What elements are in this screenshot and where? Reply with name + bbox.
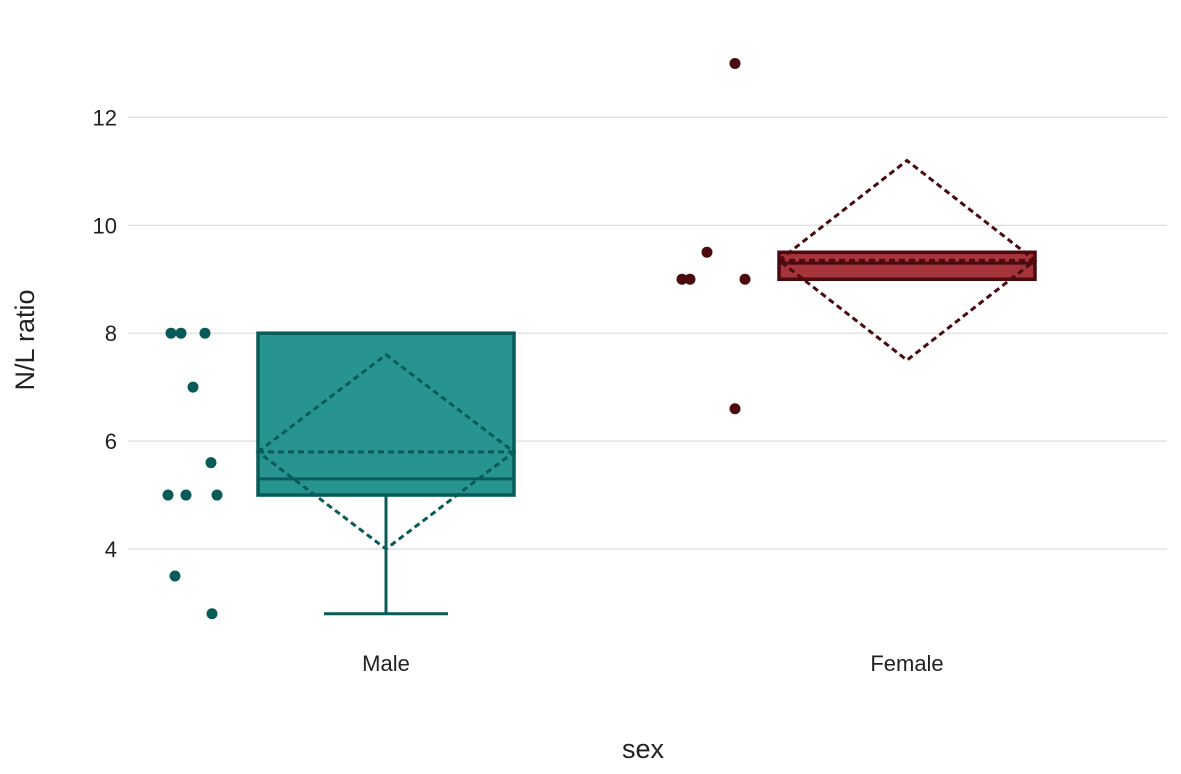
data-point-male-8 <box>169 570 181 582</box>
data-points <box>162 57 751 620</box>
data-point-male-3 <box>187 381 199 393</box>
data-point-female-3 <box>684 273 696 285</box>
y-tick-label-12: 12 <box>93 105 117 130</box>
mean-diamond-female <box>776 158 1038 363</box>
data-point-female-1 <box>701 246 713 258</box>
y-tick-label-4: 4 <box>105 537 117 562</box>
y-axis-ticks: 4 6 8 10 12 <box>93 105 117 562</box>
box-group-male <box>255 331 517 616</box>
data-point-male-6 <box>180 489 192 501</box>
box-male <box>256 331 516 497</box>
data-point-male-4 <box>205 457 217 469</box>
x-tick-label-male: Male <box>362 651 410 676</box>
data-point-female-5 <box>729 403 741 415</box>
data-point-male-7 <box>211 489 223 501</box>
x-tick-label-female: Female <box>870 651 943 676</box>
y-tick-label-6: 6 <box>105 429 117 454</box>
data-point-female-2 <box>676 273 688 285</box>
y-axis-title: N/L ratio <box>10 289 40 390</box>
y-tick-label-8: 8 <box>105 321 117 346</box>
x-axis-title: sex <box>622 734 665 764</box>
box-group-female <box>776 158 1038 363</box>
x-axis-ticks: Male Female <box>362 651 944 676</box>
data-point-male-1 <box>175 327 187 339</box>
data-point-female-0 <box>729 57 741 69</box>
box-female <box>777 250 1037 281</box>
data-point-male-5 <box>162 489 174 501</box>
data-point-female-4 <box>739 273 751 285</box>
mean-diamond-male <box>255 352 517 551</box>
data-point-male-9 <box>206 608 218 620</box>
data-point-male-2 <box>199 327 211 339</box>
y-tick-label-10: 10 <box>93 213 117 238</box>
boxes <box>255 158 1038 616</box>
data-point-male-0 <box>165 327 177 339</box>
